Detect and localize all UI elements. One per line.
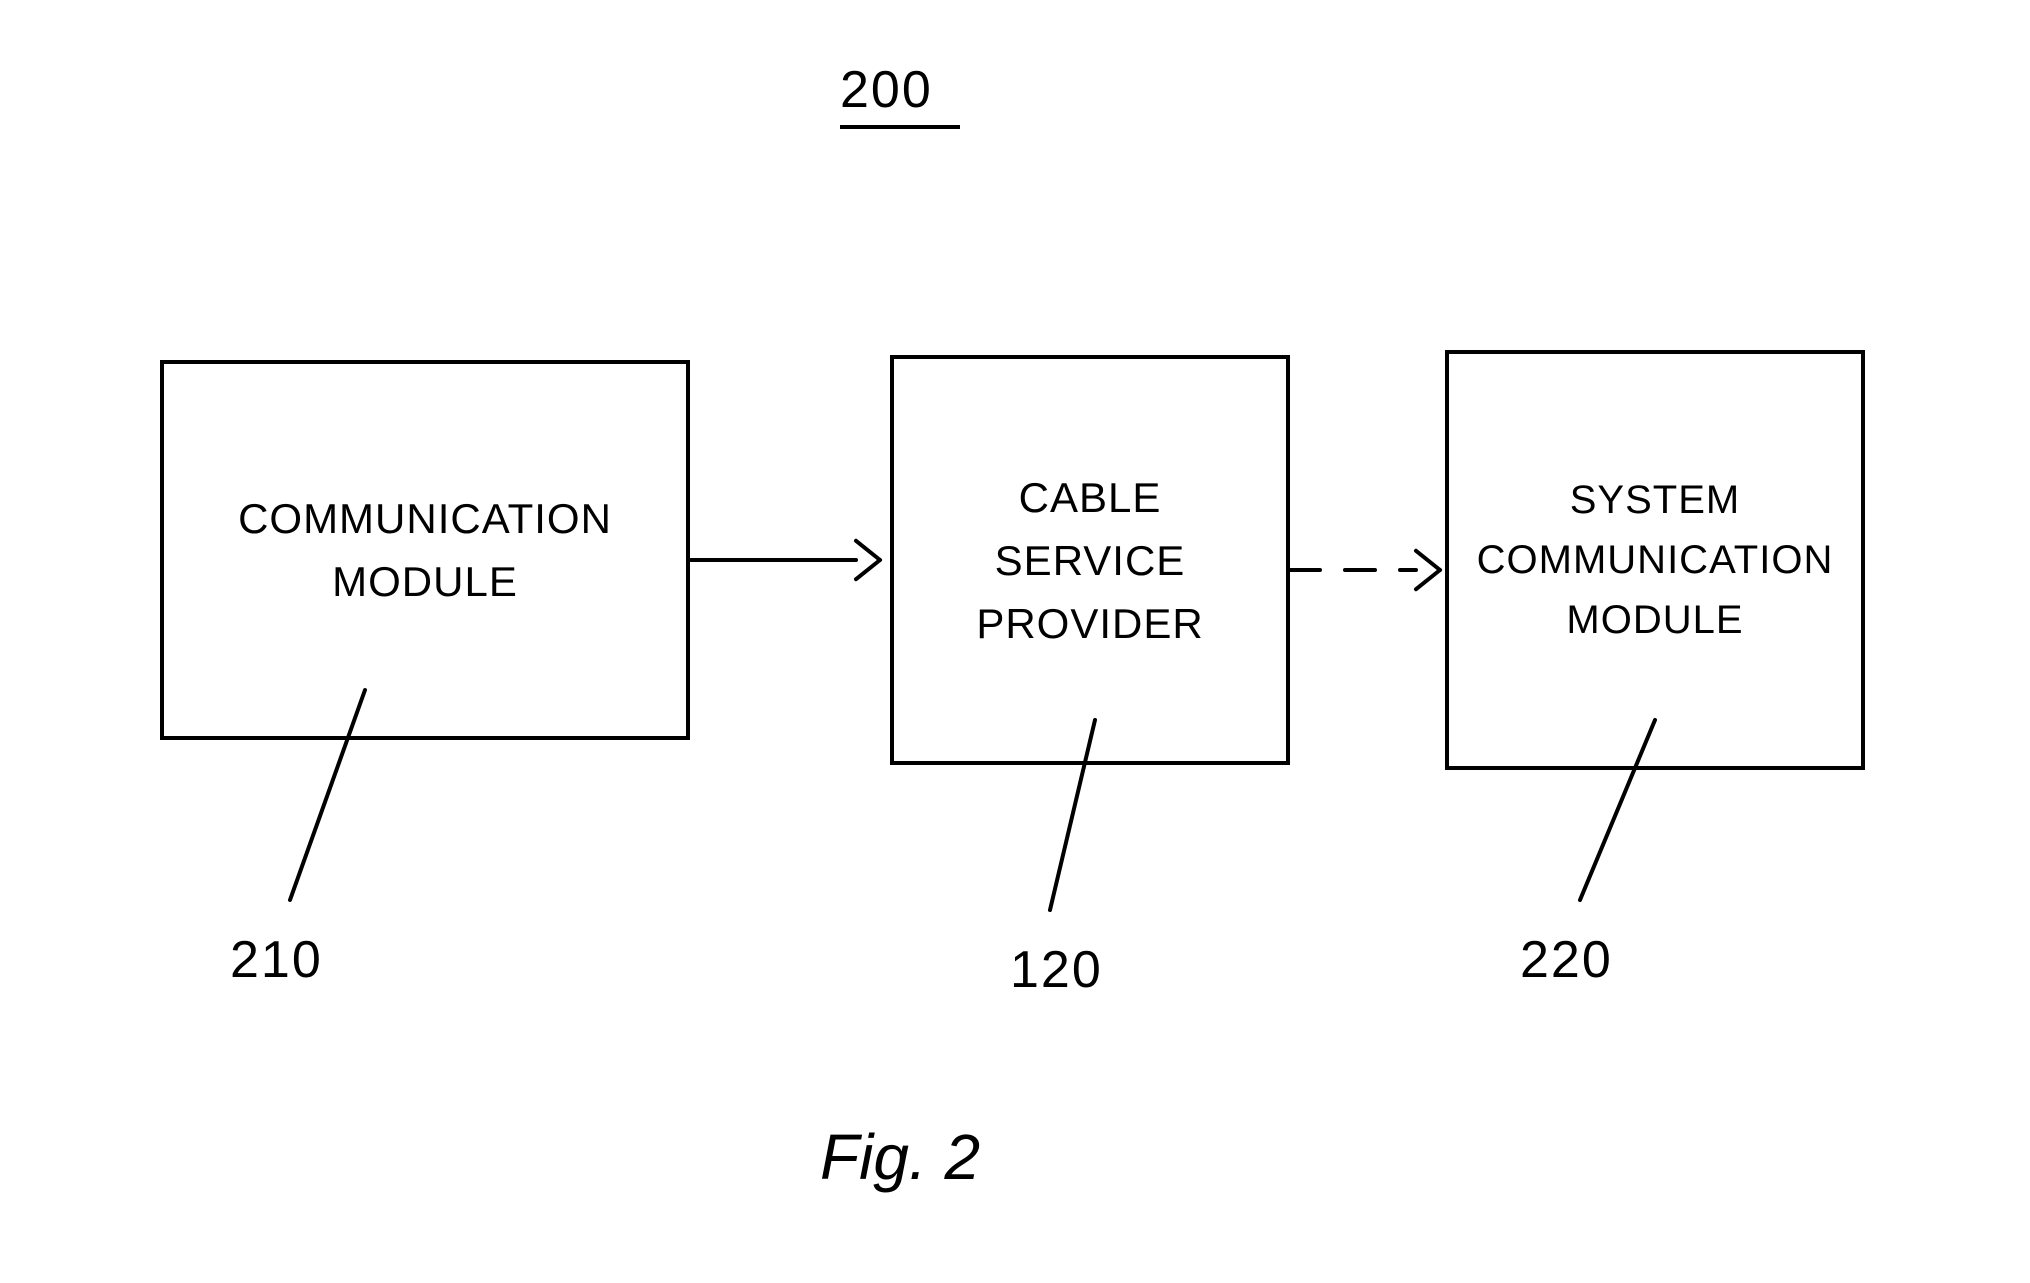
node-label-system-communication-module: System COMMUNICATION MODULE xyxy=(1477,470,1834,650)
ref-leader-cable-service-provider xyxy=(1040,710,1105,920)
edge-solid-arrow xyxy=(660,530,910,590)
ref-leader-communication-module xyxy=(280,680,375,910)
node-label-cable-service-provider: CABLE SERVICE PROVIDER xyxy=(976,466,1203,655)
figure-number: 200 xyxy=(840,60,933,120)
node-system-communication-module: System COMMUNICATION MODULE xyxy=(1445,350,1865,770)
ref-number-communication-module: 210 xyxy=(230,930,323,990)
edge-dashed-arrow xyxy=(1260,540,1470,600)
node-communication-module: COMMUNICATION MODULE xyxy=(160,360,690,740)
node-cable-service-provider: CABLE SERVICE PROVIDER xyxy=(890,355,1290,765)
ref-number-system-communication-module: 220 xyxy=(1520,930,1613,990)
figure-caption: Fig. 2 xyxy=(820,1120,980,1194)
ref-leader-system-communication-module xyxy=(1570,710,1665,910)
figure-number-underline xyxy=(840,125,960,129)
node-label-communication-module: COMMUNICATION MODULE xyxy=(238,487,612,613)
ref-number-cable-service-provider: 120 xyxy=(1010,940,1103,1000)
